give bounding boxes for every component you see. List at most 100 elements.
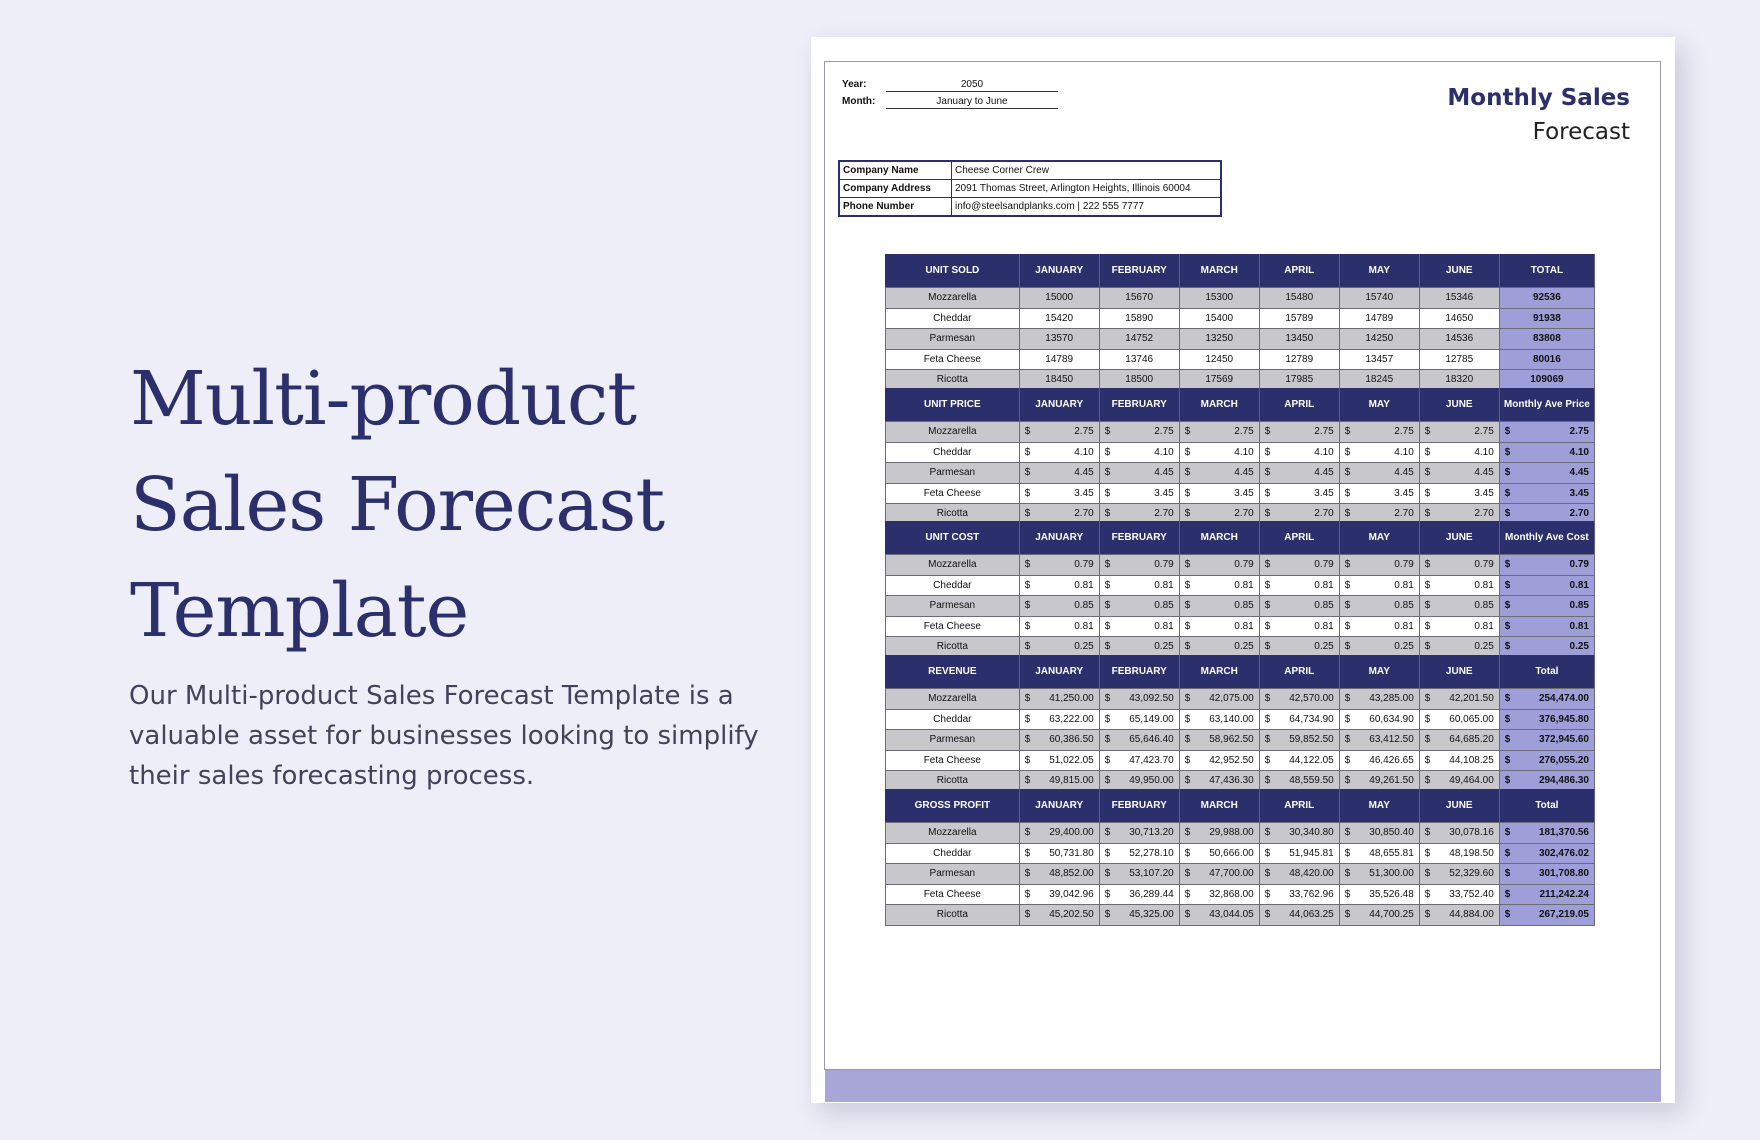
currency-symbol: $ <box>1024 713 1031 725</box>
value-cell: $35,526.48 <box>1338 883 1420 905</box>
currency-symbol: $ <box>1104 579 1111 591</box>
value-cell: 14250 <box>1338 328 1420 350</box>
amount: 49,464.00 <box>1449 775 1494 787</box>
amount: 2.70 <box>1394 508 1414 520</box>
value-cell: $52,329.60 <box>1418 863 1500 885</box>
value-cell: $43,092.50 <box>1098 688 1180 710</box>
value-cell: $4.45 <box>1018 462 1100 484</box>
value-cell: $4.10 <box>1098 441 1180 463</box>
amount: 267,219.05 <box>1538 909 1589 921</box>
value-cell: $2.75 <box>1178 421 1260 443</box>
amount: 0.79 <box>1394 559 1414 571</box>
month-header: MARCH <box>1179 388 1260 422</box>
value-cell: $30,078.16 <box>1418 822 1500 844</box>
currency-symbol: $ <box>1344 559 1351 571</box>
currency-symbol: $ <box>1424 827 1431 839</box>
currency-symbol: $ <box>1104 559 1111 571</box>
amount: 44,884.00 <box>1449 909 1494 921</box>
amount: 49,950.00 <box>1129 775 1174 787</box>
value-cell: $0.25 <box>1418 636 1500 658</box>
table-row: Ricotta $45,202.50 $45,325.00 $43,044.05 $44… <box>885 904 1596 926</box>
product-name: Feta Cheese <box>885 482 1020 504</box>
table-header-row: GROSS PROFIT JANUARY FEBRUARY MARCH APRIL MAY… <box>885 789 1596 823</box>
amount: 0.81 <box>1569 620 1589 632</box>
year-label: Year: <box>842 79 867 90</box>
amount: 2.75 <box>1234 426 1254 438</box>
amount: 0.81 <box>1474 620 1494 632</box>
amount: 41,250.00 <box>1049 693 1094 705</box>
currency-symbol: $ <box>1184 559 1191 571</box>
value-cell: 15890 <box>1098 307 1180 329</box>
month-header: JUNE <box>1419 388 1500 422</box>
currency-symbol: $ <box>1344 909 1351 921</box>
table-row: Parmesan $4.45 $4.45 $4.45 $4.45 $4.45 $4.45 $4… <box>885 462 1596 484</box>
value-cell: $49,950.00 <box>1098 770 1180 792</box>
value-cell: $3.45 <box>1098 482 1180 504</box>
value-cell: 18450 <box>1018 369 1100 391</box>
product-name: Parmesan <box>885 729 1020 751</box>
table-row: Feta Cheese $0.81 $0.81 $0.81 $0.81 $0.81 $0.8… <box>885 615 1596 637</box>
amount: 64,734.90 <box>1289 713 1334 725</box>
amount: 43,285.00 <box>1369 693 1414 705</box>
amount: 0.81 <box>1394 579 1414 591</box>
value-cell: 15300 <box>1178 287 1260 309</box>
document-title-line1: Monthly Sales <box>1447 85 1630 111</box>
value-cell: $0.81 <box>1178 615 1260 637</box>
month-header: JANUARY <box>1019 388 1100 422</box>
value-cell: 15000 <box>1018 287 1100 309</box>
currency-symbol: $ <box>1264 847 1271 859</box>
currency-symbol: $ <box>1424 446 1431 458</box>
row-total-cell: $294,486.30 <box>1498 770 1596 792</box>
value-cell: 15420 <box>1018 307 1100 329</box>
currency-symbol: $ <box>1104 775 1111 787</box>
product-name: Parmesan <box>885 595 1020 617</box>
value-cell: $0.81 <box>1258 615 1340 637</box>
currency-symbol: $ <box>1424 508 1431 520</box>
row-total-cell: $0.85 <box>1498 595 1596 617</box>
currency-symbol: $ <box>1184 847 1191 859</box>
currency-symbol: $ <box>1184 734 1191 746</box>
table-row: Feta Cheese $51,022.05 $47,423.70 $42,952.5… <box>885 749 1596 771</box>
value-cell: $45,325.00 <box>1098 904 1180 926</box>
company-name-label: Company Name <box>838 160 952 180</box>
product-name: Feta Cheese <box>885 749 1020 771</box>
month-header: JUNE <box>1419 254 1500 288</box>
value-cell: $0.81 <box>1338 574 1420 596</box>
month-header: APRIL <box>1259 521 1340 555</box>
currency-symbol: $ <box>1184 868 1191 880</box>
amount: 45,202.50 <box>1049 909 1094 921</box>
value-cell: $0.81 <box>1258 574 1340 596</box>
currency-symbol: $ <box>1344 693 1351 705</box>
currency-symbol: $ <box>1424 620 1431 632</box>
currency-symbol: $ <box>1344 775 1351 787</box>
value-cell: $44,884.00 <box>1418 904 1500 926</box>
month-header: JANUARY <box>1019 254 1100 288</box>
amount: 51,022.05 <box>1049 754 1094 766</box>
amount: 2.75 <box>1314 426 1334 438</box>
currency-symbol: $ <box>1184 446 1191 458</box>
value-cell: $4.10 <box>1258 441 1340 463</box>
amount: 294,486.30 <box>1538 775 1589 787</box>
product-name: Feta Cheese <box>885 615 1020 637</box>
table-section-header: UNIT PRICE <box>885 388 1020 422</box>
currency-symbol: $ <box>1104 847 1111 859</box>
value-cell: $4.10 <box>1018 441 1100 463</box>
amount: 301,708.80 <box>1538 868 1589 880</box>
amount: 4.45 <box>1569 467 1589 479</box>
amount: 52,329.60 <box>1449 868 1494 880</box>
month-header: APRIL <box>1259 789 1340 823</box>
table-row: Ricotta $0.25 $0.25 $0.25 $0.25 $0.25 $0.25 $0.… <box>885 636 1596 658</box>
currency-symbol: $ <box>1024 868 1031 880</box>
document-page: Year: 2050 Month: January to June Monthl… <box>811 37 1675 1103</box>
company-name-value: Cheese Corner Crew <box>951 160 1222 180</box>
month-header: FEBRUARY <box>1099 254 1180 288</box>
currency-symbol: $ <box>1104 641 1111 653</box>
amount: 254,474.00 <box>1538 693 1589 705</box>
currency-symbol: $ <box>1264 641 1271 653</box>
currency-symbol: $ <box>1264 713 1271 725</box>
amount: 30,850.40 <box>1369 827 1414 839</box>
value-cell: $48,559.50 <box>1258 770 1340 792</box>
value-cell: $33,752.40 <box>1418 883 1500 905</box>
value-cell: 15740 <box>1338 287 1420 309</box>
amount: 0.81 <box>1569 579 1589 591</box>
